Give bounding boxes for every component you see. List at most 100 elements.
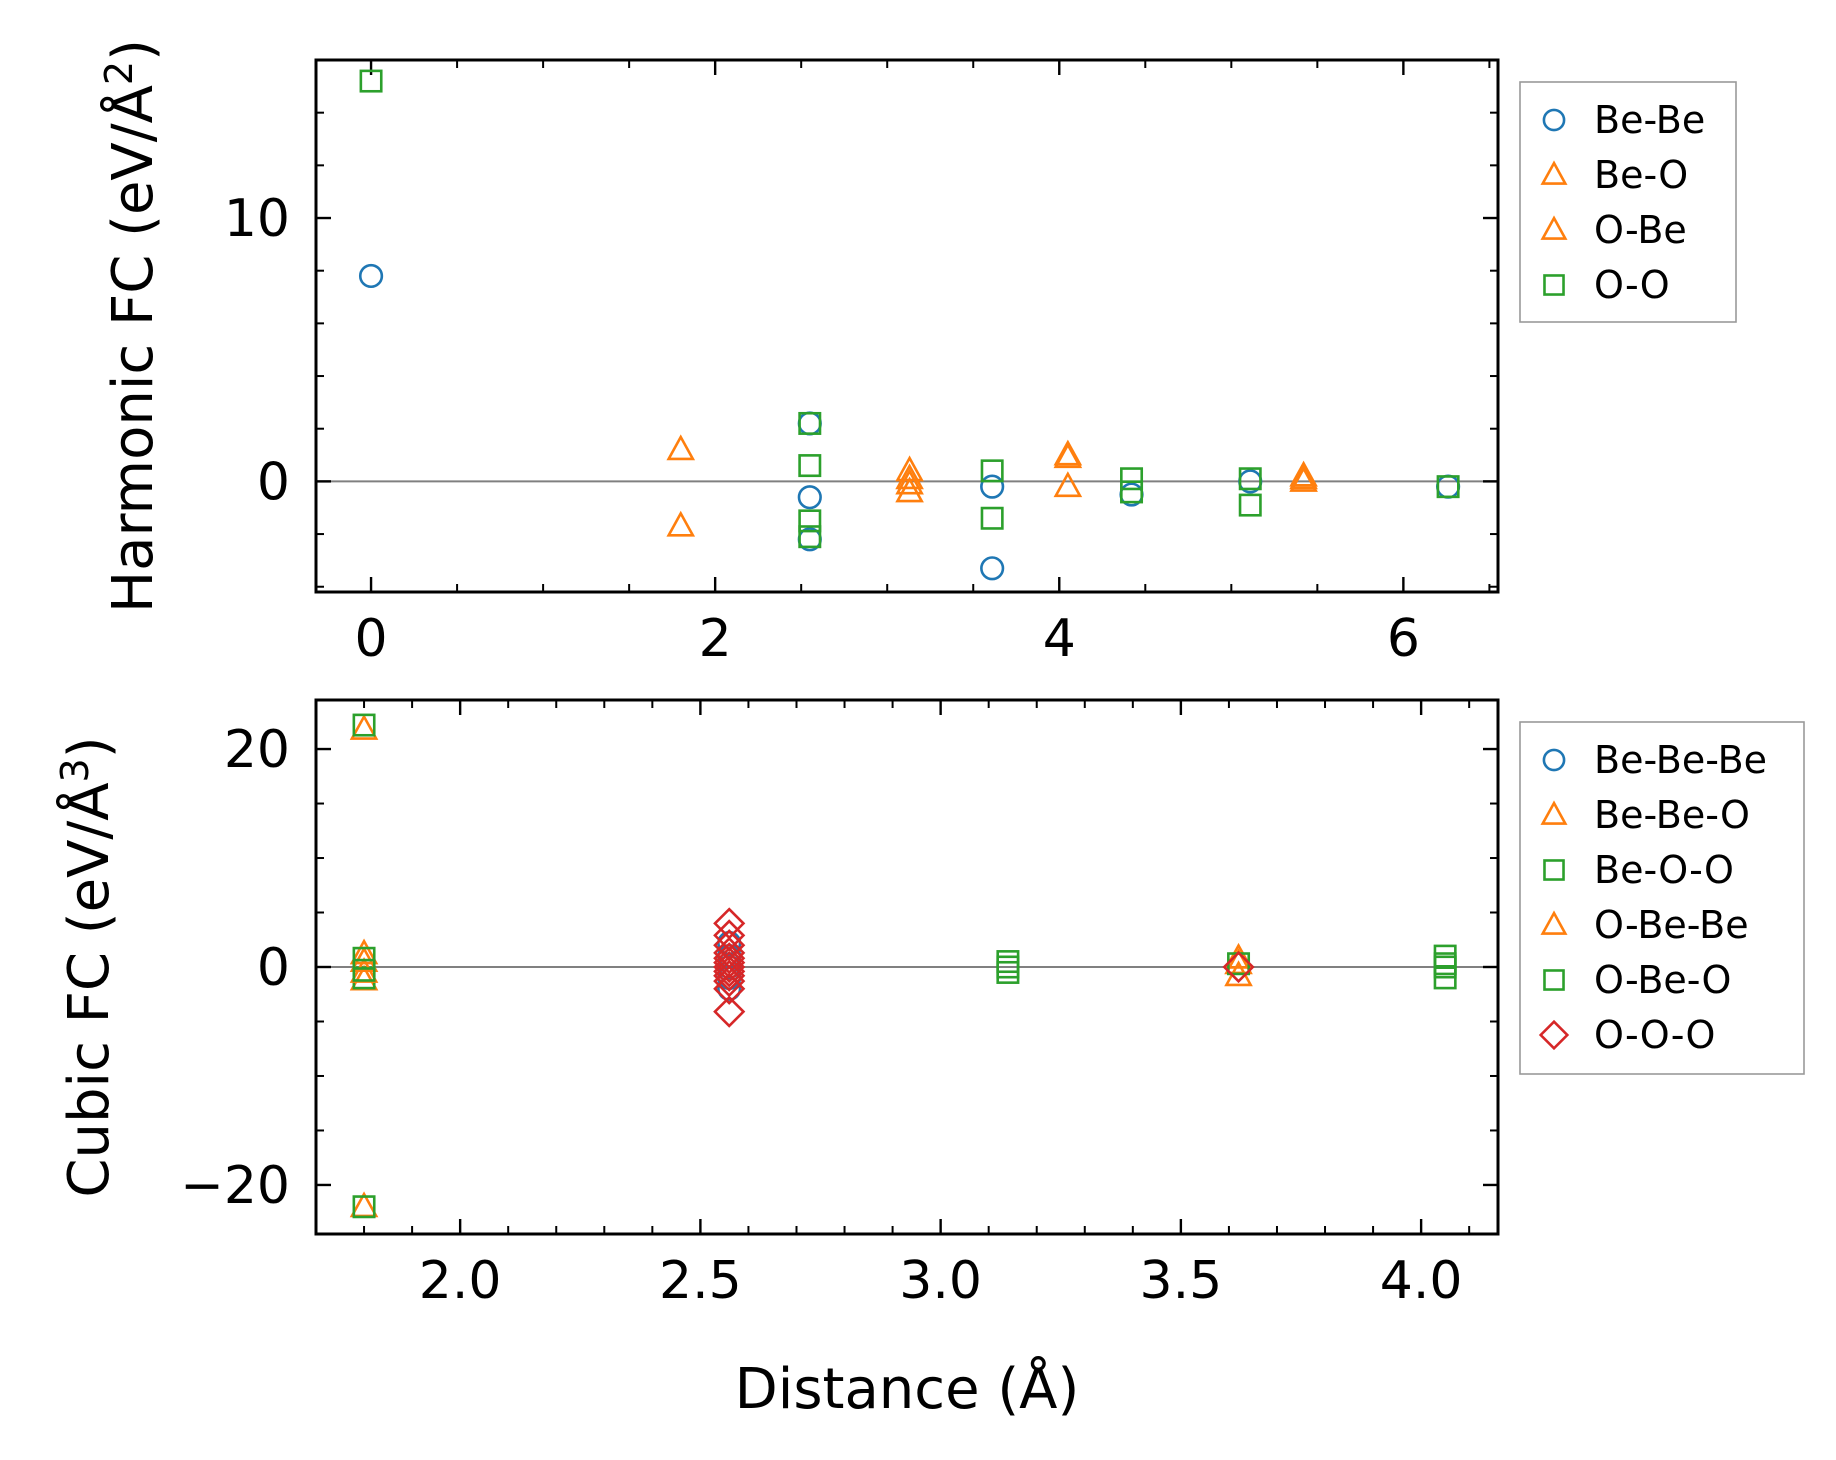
- x-tick-label: 2.0: [419, 1251, 502, 1311]
- data-point-be-o: [895, 476, 924, 503]
- data-point-o-be-o: [996, 955, 1020, 979]
- y-tick-label: 10: [224, 189, 290, 249]
- data-point-be-o-o: [1433, 966, 1457, 990]
- data-point-o-be: [1289, 463, 1318, 490]
- data-point-be-o: [895, 463, 924, 490]
- y-tick-label: 20: [224, 720, 290, 780]
- cubic-plot-frame: [314, 698, 1500, 1236]
- cubic-legend: Be-Be-Be Be-Be-O Be-O-O O-Be-Be O-Be-O O-O-O: [1519, 721, 1805, 1075]
- series-be-o-o: [352, 713, 1457, 990]
- data-point-be-be: [797, 485, 822, 510]
- data-point-be-o: [666, 510, 696, 537]
- series-o-o-o: [713, 907, 1255, 1028]
- data-point-o-o: [1238, 467, 1262, 491]
- legend-marker-be-o: [1540, 160, 1568, 185]
- y-tick-label: −20: [180, 1156, 290, 1216]
- data-point-o-o-o: [713, 946, 746, 979]
- legend-marker-be-be-be: [1542, 748, 1566, 772]
- data-point-be-be: [797, 411, 822, 436]
- data-point-be-o: [1053, 471, 1083, 498]
- data-point-o-o: [1120, 480, 1144, 504]
- data-point-o-o-o: [713, 942, 746, 975]
- data-point-o-o-o: [713, 959, 746, 992]
- legend-box: [1519, 81, 1737, 323]
- data-point-o-be: [895, 468, 924, 495]
- data-point-be-be-o: [1224, 942, 1253, 969]
- data-point-o-be-o: [352, 958, 376, 982]
- harmonic-ticks: 0 2 4 6 0 10: [224, 59, 1498, 669]
- data-point-o-o-o: [713, 929, 746, 962]
- legend-marker-o-be-o: [1543, 969, 1565, 991]
- series-o-be-be: [349, 946, 1253, 983]
- legend-marker-be-be-o: [1540, 800, 1568, 825]
- data-point-o-o: [980, 459, 1004, 483]
- data-point-o-o: [980, 506, 1004, 530]
- data-point-be-o: [666, 434, 696, 461]
- x-tick-label: 2.5: [659, 1251, 742, 1311]
- data-point-o-be: [1053, 442, 1083, 469]
- cubic-ticks: 2.0 2.5 3.0 3.5 4.0 −20 0 20: [180, 700, 1498, 1311]
- distance-x-axis-label: Distance (Å): [735, 1356, 1080, 1422]
- data-point-be-o-o: [352, 713, 376, 737]
- data-point-o-o-o: [713, 950, 746, 984]
- legend-label: Be-Be: [1594, 98, 1705, 142]
- legend-label: Be-O: [1594, 153, 1688, 197]
- y-tick-label: 0: [257, 452, 290, 512]
- legend-label: O-O: [1594, 263, 1670, 307]
- data-point-o-o: [798, 525, 822, 549]
- legend-marker-be-o-o: [1543, 859, 1565, 881]
- series-be-o: [666, 434, 1318, 537]
- legend-label: Be-Be-Be: [1594, 738, 1767, 782]
- legend-label: O-Be-O: [1594, 958, 1731, 1002]
- series-o-o: [359, 69, 1460, 549]
- data-point-be-be: [980, 474, 1005, 499]
- cubic-points: [349, 713, 1457, 1219]
- harmonic-y-axis-label: Harmonic FC (eV/Å2): [97, 39, 166, 613]
- data-point-o-o: [798, 509, 822, 533]
- x-tick-label: 4.0: [1380, 1251, 1463, 1311]
- harmonic-plot-frame: [314, 58, 1500, 594]
- data-point-o-o-o: [713, 955, 746, 988]
- data-point-o-o: [798, 411, 822, 435]
- data-point-be-be-o: [349, 938, 379, 965]
- data-point-o-o: [798, 454, 822, 478]
- x-tick-label: 0: [355, 609, 388, 669]
- legend-label: Be-Be-O: [1594, 793, 1750, 837]
- data-point-o-o-o: [1222, 950, 1255, 984]
- legend-marker-o-o: [1543, 274, 1565, 296]
- legend-marker-o-be-be: [1540, 910, 1568, 935]
- data-point-o-o: [359, 69, 383, 93]
- data-point-be-be: [1436, 474, 1461, 499]
- data-point-o-o: [1436, 475, 1460, 499]
- x-tick-label: 6: [1387, 609, 1420, 669]
- data-point-be-be: [358, 263, 384, 289]
- legend-label: O-Be: [1594, 208, 1687, 252]
- x-tick-label: 2: [699, 609, 732, 669]
- data-point-be-be: [980, 556, 1005, 581]
- series-be-be: [358, 263, 1461, 581]
- data-point-o-o-o: [713, 995, 746, 1028]
- legend-label: O-O-O: [1594, 1013, 1715, 1057]
- data-point-o-be-o: [1433, 952, 1457, 976]
- data-point-o-be-o: [352, 946, 376, 970]
- data-point-o-be-o: [352, 1195, 376, 1219]
- legend-label: Be-O-O: [1594, 848, 1734, 892]
- x-tick-label: 3.0: [899, 1251, 982, 1311]
- legend-marker-o-o-o: [1538, 1019, 1570, 1051]
- x-tick-label: 4: [1043, 609, 1076, 669]
- legend-box: [1519, 721, 1805, 1075]
- legend-marker-be-be: [1542, 108, 1566, 132]
- harmonic-points: [358, 69, 1461, 581]
- legend-marker-o-be: [1540, 215, 1568, 240]
- cubic-fc-panel: 2.0 2.5 3.0 3.5 4.0 −20 0 20 Cubic FC (eV/Å3) D…: [53, 698, 1805, 1422]
- data-point-o-o-o: [713, 965, 746, 998]
- data-point-o-o: [1238, 493, 1262, 517]
- harmonic-legend: Be-Be Be-O O-Be O-O: [1519, 81, 1737, 323]
- cubic-y-axis-label: Cubic FC (eV/Å3): [53, 736, 122, 1197]
- data-point-o-o: [1120, 467, 1144, 491]
- legend-label: O-Be-Be: [1594, 903, 1749, 947]
- harmonic-fc-panel: 0 2 4 6 0 10 Harmonic FC (eV/Å2) Be-Be Be-O O-B…: [97, 39, 1737, 669]
- series-o-be-o: [352, 946, 1457, 1219]
- y-tick-label: 0: [257, 938, 290, 998]
